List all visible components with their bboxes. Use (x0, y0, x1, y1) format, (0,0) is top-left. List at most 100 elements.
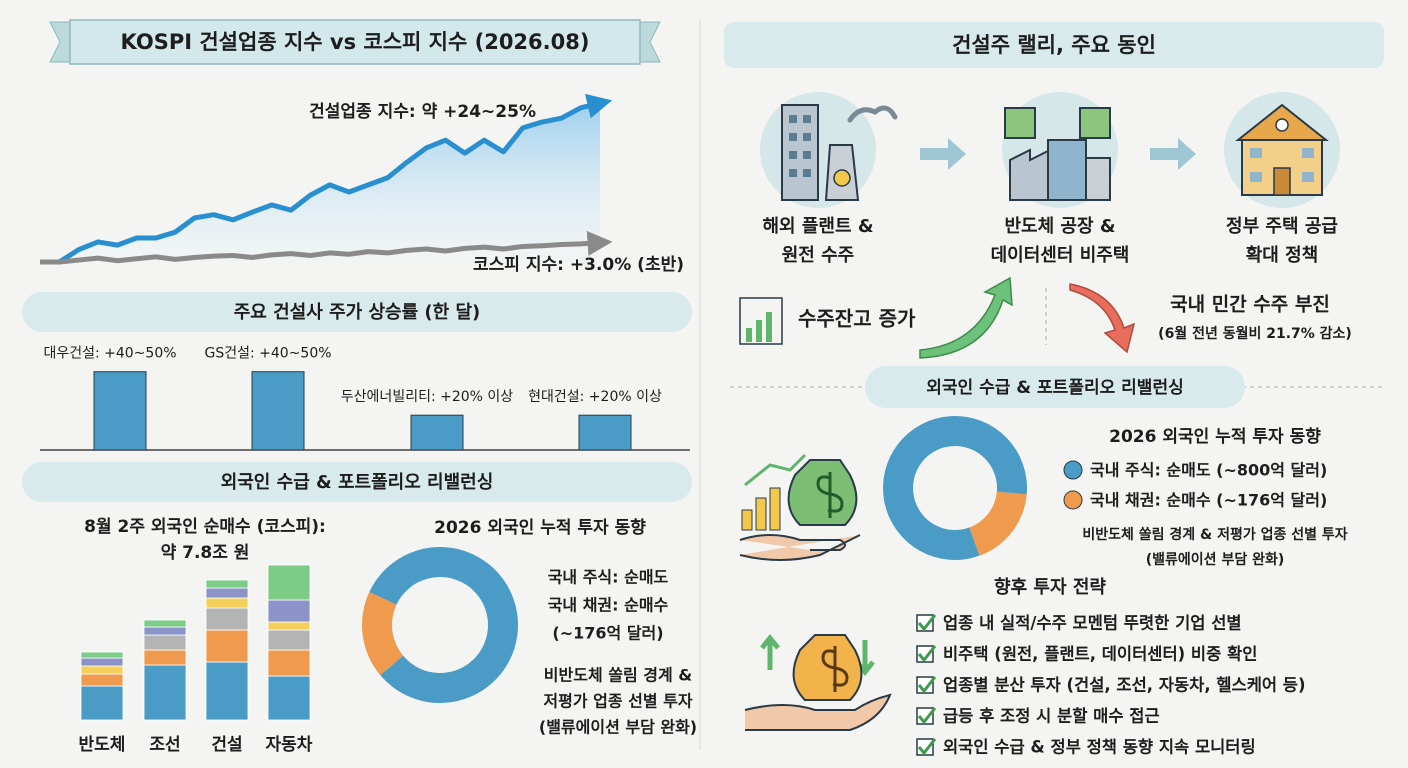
note: 비반도체 쏠림 경계 & 저평가 업종 선별 투자 (1082, 526, 1347, 543)
area (40, 103, 600, 263)
series-label: 코스피 지수: +3.0% (초반) (473, 255, 684, 275)
bar-segment (205, 587, 249, 599)
strategy-item: 업종별 분산 투자 (건설, 조선, 자동차, 헬스케어 등) (943, 676, 1306, 695)
line (40, 230, 613, 265)
bar-label: 대우건설: +40~50% (43, 346, 176, 362)
chart-title: 주요 건설사 주가 상승률 (한 달) (234, 302, 481, 323)
bar-segment (205, 607, 249, 631)
checkmark (917, 645, 937, 663)
chart-title: 2026 외국인 누적 투자 동향 (434, 517, 646, 538)
section-bar (22, 292, 692, 332)
bar-segment (267, 564, 311, 601)
legend-label: 국내 채권: 순매수 (~176억 달러) (1090, 491, 1327, 510)
driver-label: 확대 정책 (1246, 245, 1319, 266)
bar-segment (80, 673, 124, 687)
checkmark (917, 676, 937, 694)
title-banner (69, 19, 641, 65)
bar-segment (143, 664, 187, 721)
x-tick-label: 반도체 (79, 735, 126, 755)
icon-housing (1224, 92, 1340, 208)
bar-segment (205, 661, 249, 721)
bar-segment (143, 626, 187, 636)
flow-arrow (920, 138, 966, 170)
icon-money-hand (739, 453, 861, 561)
note: 저평가 업종 선별 투자 (543, 692, 692, 711)
strategy-item: 급등 후 조정 시 분할 매수 접근 (943, 706, 1160, 726)
donut-slice (369, 547, 518, 703)
bar-segment (80, 665, 124, 675)
bar-segment (80, 685, 124, 721)
section-bar (865, 366, 1245, 408)
icon-factory (1002, 92, 1118, 208)
bar-segment (143, 649, 187, 666)
bar-segment (80, 651, 124, 659)
legend-label: 국내 주식: 순매도 (~800억 달러) (1090, 461, 1327, 480)
donut-label: 국내 주식: 순매도 (548, 568, 669, 587)
icon-plant (760, 92, 898, 208)
chart-title: 8월 2주 외국인 순매수 (코스피): (84, 517, 326, 537)
driver-label: 해외 플랜트 & (762, 216, 873, 237)
donut-slice (969, 491, 1027, 556)
bar-label: GS건설: +40~50% (204, 346, 331, 362)
bar-segment (267, 629, 311, 651)
donut-label: 국내 채권: 순매수 (548, 596, 669, 615)
checkmark (917, 707, 937, 725)
bar-segment (205, 597, 249, 609)
checkmark (917, 614, 937, 632)
bar (251, 371, 305, 451)
line (40, 93, 613, 265)
note: (밸류에이션 부담 완화) (1146, 551, 1284, 568)
x-tick-label: 조선 (149, 735, 180, 755)
section-bar (22, 462, 692, 502)
bar-segment (205, 629, 249, 663)
bar-segment (205, 579, 249, 589)
header-bar (724, 22, 1384, 68)
bar (410, 414, 464, 451)
section-title: 향후 투자 전략 (994, 577, 1106, 598)
chart-title: KOSPI 건설업종 지수 vs 코스피 지수 (2026.08) (121, 30, 590, 54)
donut-slice (882, 416, 1027, 560)
bar-segment (267, 621, 311, 631)
ribbon-end (639, 21, 661, 63)
driver-labels: 해외 플랜트 & 원전 수주 반도체 공장 & 데이터센터 비주택 정부 주택 … (762, 216, 1337, 266)
driver-label: 원전 수주 (782, 245, 855, 266)
flow-arrow (1150, 138, 1196, 170)
ribbon-end (49, 21, 71, 63)
icon-growth (739, 297, 783, 345)
donut-slice (362, 592, 404, 676)
bar-segment (143, 634, 187, 651)
x-tick-label: 건설 (211, 735, 242, 755)
note: (밸류에이션 부담 완화) (539, 718, 697, 737)
strategy-item: 비주택 (원전, 플랜트, 데이터센터) 비중 확인 (943, 645, 1257, 664)
checkmark (917, 738, 937, 756)
up-arrow (919, 276, 1013, 359)
icon-money-bag (744, 633, 892, 731)
bar-segment (267, 675, 311, 721)
note: 비반도체 쏠림 경계 & (544, 666, 692, 685)
bar (93, 371, 147, 451)
strategy-item: 외국인 수급 & 정부 정책 동향 지속 모니터링 (943, 737, 1256, 757)
driver-label: 정부 주택 공급 (1226, 216, 1338, 237)
legend-swatch (1063, 490, 1083, 510)
note: (6월 전년 동월비 21.7% 감소) (1158, 325, 1352, 342)
legend-swatch (1063, 460, 1083, 480)
driver-label: 반도체 공장 & (1004, 216, 1115, 237)
section-title: 외국인 수급 & 포트폴리오 리밸런싱 (926, 378, 1183, 398)
bar-segment (143, 619, 187, 628)
panel-title: 건설주 랠리, 주요 동인 (952, 33, 1156, 57)
series-label: 건설업종 지수: 약 +24~25% (309, 101, 536, 122)
bar-segment (267, 649, 311, 677)
bar-segment (80, 657, 124, 667)
chart-title: 약 7.8조 원 (161, 542, 250, 563)
donut-label: (~176억 달러) (552, 624, 663, 643)
note: 국내 민간 수주 부진 (1170, 294, 1330, 316)
x-tick-label: 자동차 (266, 735, 313, 755)
chart-title: 2026 외국인 누적 투자 동향 (1109, 426, 1321, 447)
bar-label: 두산에너빌리티: +20% 이상 (341, 389, 514, 405)
bar-label: 현대건설: +20% 이상 (528, 389, 662, 405)
driver-label: 데이터센터 비주택 (991, 245, 1130, 266)
down-arrow (1069, 283, 1136, 354)
